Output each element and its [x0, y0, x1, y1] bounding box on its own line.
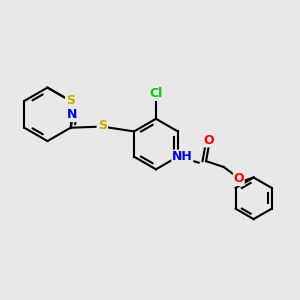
Text: NH: NH: [172, 150, 193, 163]
Text: S: S: [66, 94, 75, 107]
Text: S: S: [98, 118, 107, 132]
Text: Cl: Cl: [149, 87, 163, 100]
Text: O: O: [233, 172, 244, 185]
Text: O: O: [204, 134, 214, 147]
Text: N: N: [67, 108, 77, 121]
